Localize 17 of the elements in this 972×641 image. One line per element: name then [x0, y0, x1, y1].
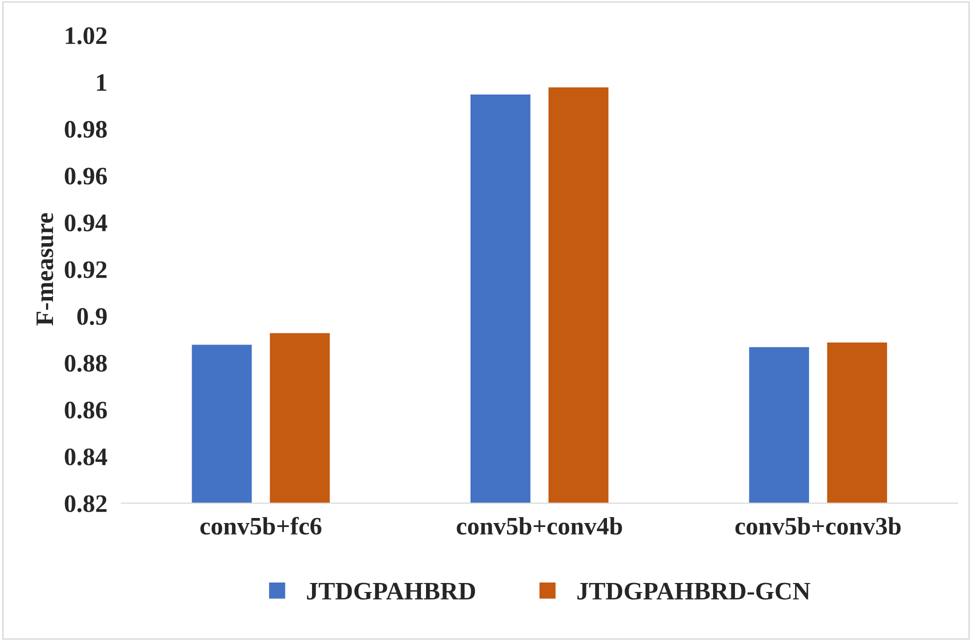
y-tick-label: 1	[97, 74, 106, 91]
y-tick-label: 0.92	[64, 261, 107, 278]
y-tick-label: 0.94	[64, 214, 108, 232]
y-axis-title: F-measure	[36, 213, 54, 326]
y-tick-label: 0.88	[64, 354, 107, 372]
legend-label: JTDGPAHBRD	[306, 582, 476, 600]
y-tick-label: 0.84	[64, 448, 108, 466]
legend-label: JTDGPAHBRD-GCN	[577, 582, 810, 600]
x-tick-label: conv5b+conv3b	[735, 517, 901, 535]
y-tick-label: 0.98	[64, 120, 107, 138]
x-tick-label: conv5b+conv4b	[456, 517, 622, 535]
y-tick-label: 0.86	[64, 402, 107, 419]
y-tick-label: 1.02	[66, 27, 107, 44]
y-tick-label: 0.96	[64, 168, 107, 185]
y-tick-label: 0.82	[64, 495, 107, 512]
y-tick-label: 0.9	[77, 308, 107, 326]
x-tick-label: conv5b+fc6	[200, 516, 322, 535]
